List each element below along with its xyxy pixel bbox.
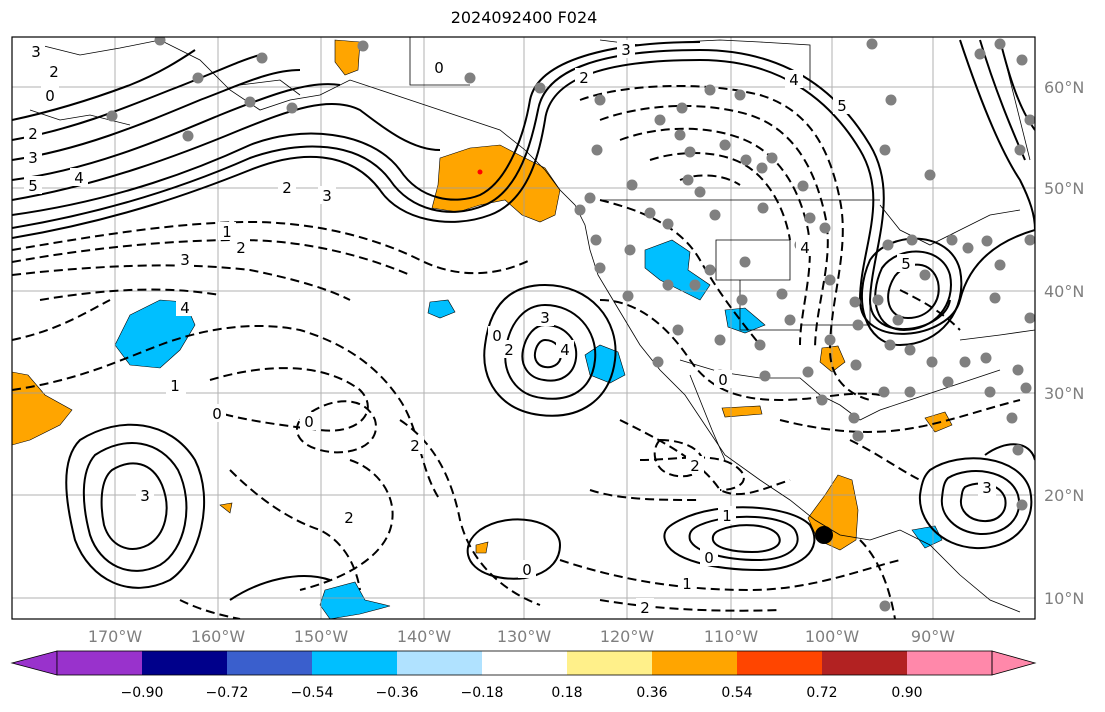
contour-label: 0	[212, 405, 222, 423]
contour-label: 0	[45, 87, 55, 105]
colorbar-segment	[57, 651, 142, 675]
contour-label: 2	[28, 125, 38, 143]
colorbar-label: −0.54	[291, 685, 334, 701]
contour-label: 3	[140, 487, 150, 505]
contour-label: 4	[560, 341, 570, 359]
lat-tick-label: 20°N	[1044, 486, 1084, 505]
contour-label: 3	[322, 187, 332, 205]
lat-tick-label: 50°N	[1044, 179, 1084, 198]
station-dots	[106, 37, 1035, 612]
contour-label: 1	[682, 575, 692, 593]
contour-label: 2	[236, 239, 246, 257]
lat-tick-label: 40°N	[1044, 282, 1084, 301]
shade-orange-mexico-small	[721, 405, 763, 418]
lat-tick-label: 30°N	[1044, 384, 1084, 403]
colorbar-segment	[567, 651, 652, 675]
contour-label: 3	[28, 149, 38, 167]
contour-label: 0	[522, 561, 532, 579]
contour-label: 1	[722, 507, 732, 525]
longitude-ticks: 170°W 160°W 150°W 140°W 130°W 120°W 110°…	[88, 627, 955, 646]
colorbar-segment	[822, 651, 907, 675]
colorbar-segment	[142, 651, 227, 675]
shade-blue-mid-pacific	[114, 299, 196, 369]
lon-tick-label: 150°W	[294, 627, 349, 646]
contour-label: 3	[540, 309, 550, 327]
contour-label: 0	[704, 549, 714, 567]
colorbar-segment	[312, 651, 397, 675]
contour-label: 1	[170, 377, 180, 395]
position-marker	[815, 526, 833, 544]
contour-label: 2	[690, 457, 700, 475]
colorbar-segment	[907, 651, 992, 675]
colorbar-label: −0.36	[376, 685, 419, 701]
lon-tick-label: 90°W	[911, 627, 955, 646]
contour-label: 4	[800, 239, 810, 257]
coastlines	[29, 37, 1035, 613]
colorbar-extend-low	[10, 650, 58, 676]
colorbar-segment	[482, 651, 567, 675]
contour-label: 4	[789, 71, 799, 89]
contour-label: 5	[837, 97, 847, 115]
contour-label: 0	[718, 371, 728, 389]
colorbar-segment	[652, 651, 737, 675]
colorbar-label: −0.90	[121, 685, 164, 701]
contour-label: 1	[222, 223, 232, 241]
lon-tick-label: 170°W	[88, 627, 143, 646]
lon-tick-label: 140°W	[397, 627, 452, 646]
contour-label: 2	[579, 69, 589, 87]
latitude-ticks: 60°N 50°N 40°N 30°N 20°N 10°N	[1044, 78, 1084, 608]
lon-tick-label: 100°W	[805, 627, 860, 646]
contour-label: 0	[304, 413, 314, 431]
map-frame	[11, 36, 1036, 620]
shade-orange-west-edge	[12, 371, 73, 446]
contour-label: 5	[901, 255, 911, 273]
contour-label: 5	[28, 177, 38, 195]
lat-tick-label: 10°N	[1044, 589, 1084, 608]
colorbar-extend-high	[991, 650, 1037, 676]
contour-label: 0	[434, 59, 444, 77]
contour-label: 3	[621, 41, 631, 59]
contour-label: 3	[180, 251, 190, 269]
contour-label: 2	[282, 179, 292, 197]
contour-label: 3	[31, 43, 41, 61]
contour-label: 4	[74, 169, 84, 187]
contour-label: 3	[982, 479, 992, 497]
lon-tick-label: 160°W	[191, 627, 246, 646]
contour-label: 4	[180, 299, 190, 317]
colorbar-segment	[397, 651, 482, 675]
contour-label: 2	[640, 599, 650, 617]
contour-labels: 3 2 0 2 3 4 5 0 3 2 4 5 2 3 1 2 3 4 0 1 …	[24, 40, 996, 617]
colorbar: −0.90 −0.72 −0.54 −0.36 −0.18 0.18 0.36 …	[10, 650, 1037, 701]
shade-orange-tiny-2	[219, 502, 233, 514]
contour-label: 0	[492, 327, 502, 345]
colorbar-label: −0.72	[206, 685, 249, 701]
lat-tick-label: 60°N	[1044, 78, 1084, 97]
contour-label: 2	[344, 509, 354, 527]
shade-blue-south-pacific	[319, 581, 391, 619]
colorbar-label: 0.36	[636, 685, 667, 701]
shade-orange-alaska	[334, 39, 361, 76]
colorbar-segment	[227, 651, 312, 675]
colorbar-label: 0.90	[891, 685, 922, 701]
colorbar-label: 0.72	[806, 685, 837, 701]
lon-tick-label: 110°W	[704, 627, 759, 646]
contour-label: 2	[504, 341, 514, 359]
contour-label: 2	[410, 437, 420, 455]
contour-label: 2	[49, 63, 59, 81]
colorbar-label: 0.54	[721, 685, 752, 701]
colorbar-label: −0.18	[461, 685, 504, 701]
map-content: 3 2 0 2 3 4 5 0 3 2 4 5 2 3 1 2 3 4 0 1 …	[12, 37, 1035, 619]
colorbar-label: 0.18	[551, 685, 582, 701]
lon-tick-label: 130°W	[497, 627, 552, 646]
small-red-marker	[477, 169, 483, 175]
shade-blue-small-1	[427, 299, 456, 319]
colorbar-segment	[737, 651, 822, 675]
lon-tick-label: 120°W	[600, 627, 655, 646]
shade-orange-tiny-1	[475, 541, 489, 554]
dashed-contours	[12, 84, 1021, 619]
map-title: 2024092400 F024	[450, 8, 598, 27]
